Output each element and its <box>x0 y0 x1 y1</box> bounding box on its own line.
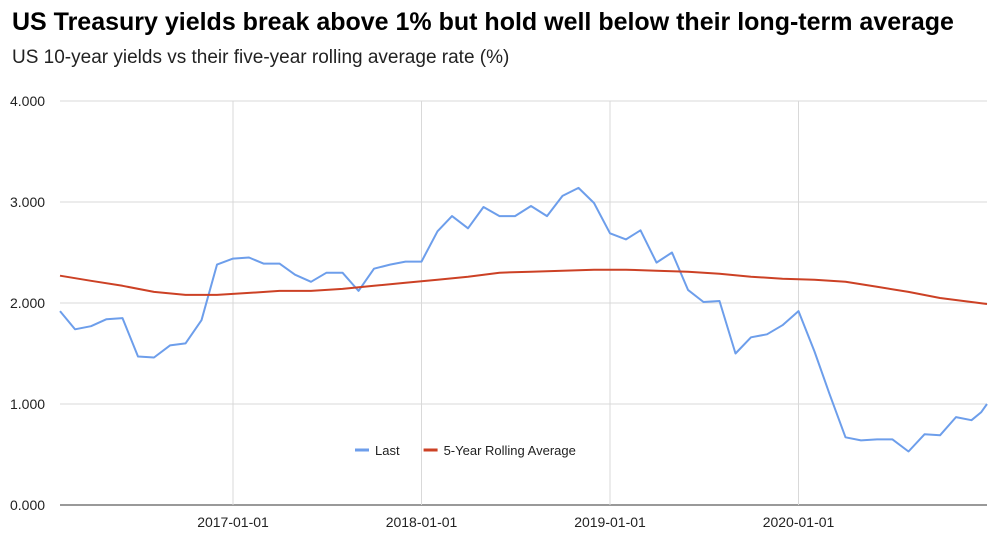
x-tick-label: 2018-01-01 <box>386 514 458 530</box>
grid-layer <box>60 100 987 506</box>
series-line-last <box>59 186 988 453</box>
series-line-5-year-rolling-average <box>59 268 988 305</box>
series-layer <box>59 186 988 453</box>
chart-subtitle: US 10-year yields vs their five-year rol… <box>12 47 510 68</box>
chart-title: US Treasury yields break above 1% but ho… <box>12 8 954 36</box>
y-tick-label: 1.000 <box>10 396 45 412</box>
x-tick-label: 2020-01-01 <box>763 514 835 530</box>
x-tick-label: 2017-01-01 <box>197 514 269 530</box>
x-tick-label: 2019-01-01 <box>574 514 646 530</box>
legend: Last 5-Year Rolling Average <box>355 443 576 458</box>
y-tick-label: 4.000 <box>10 93 45 109</box>
legend-label-5-year-rolling-average: 5-Year Rolling Average <box>444 443 576 458</box>
legend-label-last: Last <box>375 443 400 458</box>
axis-layer: 0.000 1.000 2.000 3.000 4.000 2017-01-01 2018-… <box>10 93 835 530</box>
y-tick-label: 3.000 <box>10 194 45 210</box>
y-tick-label: 0.000 <box>10 497 45 513</box>
y-tick-label: 2.000 <box>10 295 45 311</box>
